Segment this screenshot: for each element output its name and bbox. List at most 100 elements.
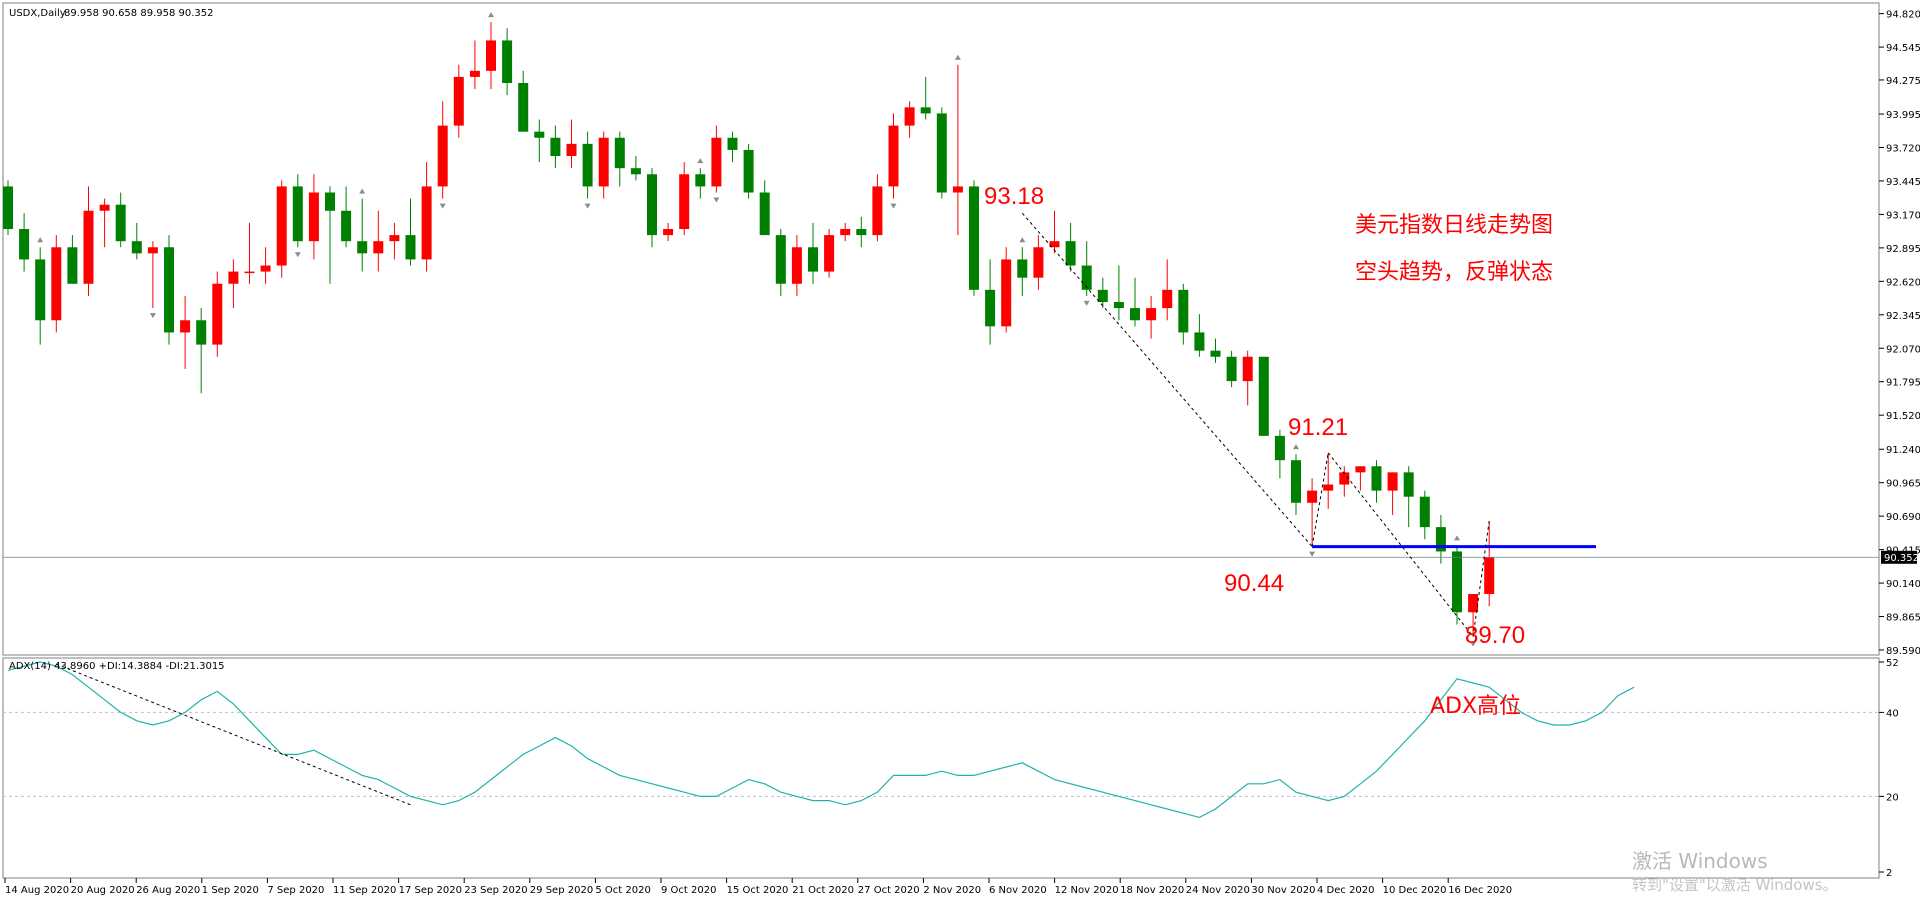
price-tick-label: 90.965 xyxy=(1886,479,1920,490)
candle-body xyxy=(357,241,368,254)
date-tick-label: 2 Nov 2020 xyxy=(923,885,981,896)
fractal-up-icon xyxy=(1293,444,1299,450)
candle-body xyxy=(1258,356,1269,436)
trend-line-rebound-1 xyxy=(1311,452,1329,547)
price-tick-label: 90.690 xyxy=(1886,512,1920,523)
date-tick-label: 21 Oct 2020 xyxy=(792,885,854,896)
trend-line-down-1 xyxy=(1021,212,1313,547)
candle-body xyxy=(1226,356,1237,382)
candle-body xyxy=(3,186,13,230)
date-tick-label: 18 Nov 2020 xyxy=(1120,885,1184,896)
candle-body xyxy=(1355,466,1366,473)
candle-body xyxy=(663,229,674,236)
candle-body xyxy=(437,125,448,187)
price-tick-label: 93.445 xyxy=(1886,177,1920,188)
candle-body xyxy=(389,235,400,242)
candle-body xyxy=(679,174,690,230)
date-tick-label: 26 Aug 2020 xyxy=(136,885,200,896)
current-price-tag: 90.352 xyxy=(1881,550,1919,564)
date-tick-label: 27 Oct 2020 xyxy=(858,885,920,896)
candle-body xyxy=(1419,496,1430,528)
date-tick-label: 5 Oct 2020 xyxy=(595,885,650,896)
candle-body xyxy=(1113,302,1124,309)
candle-body xyxy=(727,137,738,150)
candle-body xyxy=(99,204,110,211)
adx-tick-label: 2 xyxy=(1886,868,1892,879)
date-tick-label: 4 Dec 2020 xyxy=(1317,885,1375,896)
candle-body xyxy=(1274,435,1285,461)
date-tick-label: 14 Aug 2020 xyxy=(5,885,69,896)
price-panel: 94.820 94.545 94.275 93.995 93.720 93.445 93.1… xyxy=(2,2,1920,657)
adx-tick-label: 20 xyxy=(1886,792,1899,803)
price-tick-label: 93.995 xyxy=(1886,110,1920,121)
candle-body xyxy=(1033,247,1044,278)
candle-body xyxy=(469,70,480,77)
candle-body xyxy=(759,192,770,236)
candle-body xyxy=(1468,594,1479,613)
candle-body xyxy=(486,40,496,71)
candle-body xyxy=(1097,289,1108,303)
candle-body xyxy=(308,192,319,242)
candle-body xyxy=(67,247,78,284)
adx-header: ADX(14) 43.8960 +DI:14.3884 -DI:21.3015 xyxy=(9,661,225,672)
candle-body xyxy=(1178,289,1189,333)
candle-body xyxy=(373,241,384,254)
candle-body xyxy=(534,131,545,138)
adx-levels xyxy=(3,711,1879,797)
fractal-down-icon xyxy=(149,313,156,319)
candle-body xyxy=(647,174,657,236)
date-tick-label: 12 Nov 2020 xyxy=(1055,885,1119,896)
candle-body xyxy=(518,83,529,132)
candle-body xyxy=(1049,241,1060,248)
candle-body xyxy=(630,168,641,175)
price-tick-label: 94.275 xyxy=(1886,76,1920,87)
candle-body xyxy=(952,186,963,193)
candle-body xyxy=(791,247,802,284)
fractal-down-icon xyxy=(584,203,591,209)
trend-lines xyxy=(3,12,1879,647)
fractal-up-icon xyxy=(1019,237,1026,243)
candle-body xyxy=(582,143,593,187)
date-tick-label: 24 Nov 2020 xyxy=(1186,885,1250,896)
candle-body xyxy=(824,235,835,272)
candle-body xyxy=(1403,472,1414,497)
candle-body xyxy=(856,229,867,236)
candle-body xyxy=(743,149,754,193)
candle-body xyxy=(1291,460,1301,503)
price-tick-label: 91.520 xyxy=(1886,411,1920,422)
adx-plot-border xyxy=(2,657,1880,879)
candle-body xyxy=(19,229,30,260)
price-tick-label: 94.545 xyxy=(1886,43,1920,54)
date-tick-label: 1 Sep 2020 xyxy=(202,885,259,896)
candle-body xyxy=(808,247,818,272)
windows-watermark: 激活 Windows 转到"设置"以激活 Windows。 xyxy=(1632,849,1838,894)
candle-body xyxy=(325,192,335,211)
annotation-high-2: 91.21 xyxy=(1288,414,1348,441)
candle-body xyxy=(1307,490,1318,503)
candle-body xyxy=(83,210,94,284)
candle-body xyxy=(1371,466,1382,491)
fractal-up-icon xyxy=(1454,535,1460,541)
candle-body xyxy=(51,247,62,321)
title-cn-2: 空头趋势，反弹状态 xyxy=(1355,260,1553,285)
candle-body xyxy=(292,186,303,242)
candle-body xyxy=(711,137,722,187)
price-tick-label: 91.240 xyxy=(1886,445,1920,456)
candle-body xyxy=(1194,332,1205,351)
price-tick-label: 90.140 xyxy=(1886,579,1920,590)
adx-tick-label: 52 xyxy=(1886,658,1899,669)
adx-line xyxy=(7,661,1635,819)
fractal-down-icon xyxy=(294,252,301,258)
candle-body xyxy=(598,137,609,187)
candle-body xyxy=(196,320,207,345)
price-tick-label: 93.170 xyxy=(1886,210,1920,221)
fractal-up-icon xyxy=(697,158,704,164)
date-tick-label: 29 Sep 2020 xyxy=(530,885,593,896)
adx-panel: 52 40 20 2 ADX(14) 43.8960 +DI:14.3884 -DI:… xyxy=(2,657,1899,879)
candle-body xyxy=(502,40,513,84)
date-tick-label: 23 Sep 2020 xyxy=(464,885,527,896)
candle-body xyxy=(1452,551,1462,613)
candle-body xyxy=(115,204,126,242)
candle-body xyxy=(180,320,191,333)
